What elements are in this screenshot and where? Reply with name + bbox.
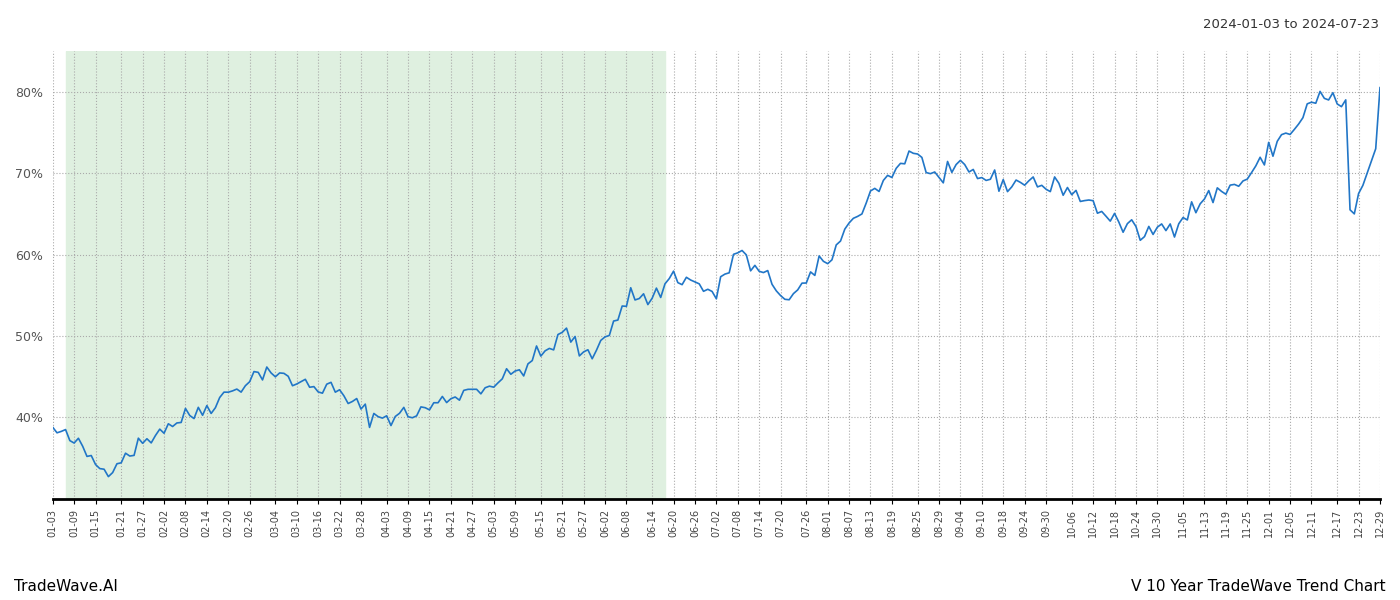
Bar (66, 51, 665, 499)
Text: V 10 Year TradeWave Trend Chart: V 10 Year TradeWave Trend Chart (1131, 579, 1386, 594)
Text: 2024-01-03 to 2024-07-23: 2024-01-03 to 2024-07-23 (1203, 18, 1379, 31)
Text: TradeWave.AI: TradeWave.AI (14, 579, 118, 594)
